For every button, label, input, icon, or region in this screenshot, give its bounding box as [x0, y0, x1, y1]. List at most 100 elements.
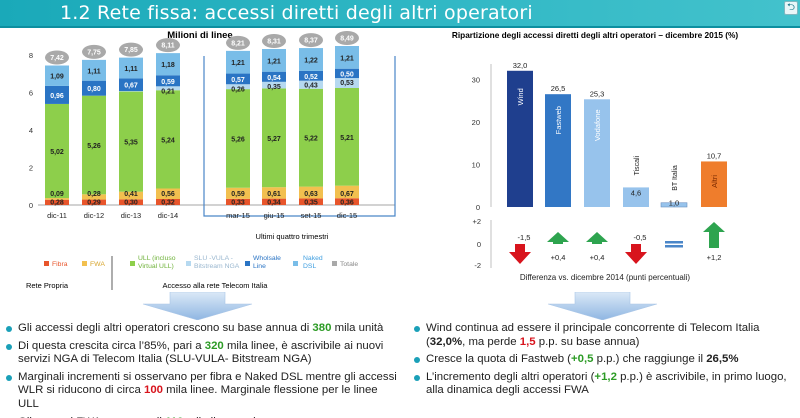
data-label: 0,80 [87, 86, 101, 93]
data-label: 0,36 [340, 200, 354, 207]
total-label: 8,11 [161, 43, 174, 50]
data-label: 5,22 [304, 136, 318, 143]
data-label: 1,11 [124, 66, 137, 73]
data-label: 0,30 [124, 200, 138, 207]
bar-segment-fibra [335, 198, 359, 205]
share-bar [701, 161, 727, 207]
bar-segment-ull [82, 95, 106, 195]
left-bullet-item: Gli accessi degli altri operatori cresco… [6, 322, 398, 336]
legend-swatch-wholesale [245, 261, 250, 266]
lines-stacked-chart: Milioni di linee 0 2 4 6 8 Ultimi quattro trim… [0, 28, 400, 298]
total-bubble [262, 34, 286, 48]
data-label: 0,54 [267, 75, 281, 82]
data-label: 0,52 [304, 74, 318, 81]
legend-label-fibra: Fibra [52, 261, 68, 268]
data-label: 0,56 [161, 191, 175, 198]
bar-segment-slu [299, 80, 323, 89]
data-label: 1,09 [50, 74, 64, 81]
delta-y-tick: 0 [477, 240, 481, 249]
data-label: 5,02 [50, 149, 64, 156]
data-label: 0,57 [231, 77, 245, 84]
y-tick-label: 0 [29, 201, 33, 210]
data-label: 0,28 [87, 191, 101, 198]
legend-group-accesso: Accesso alla rete Telecom Italia [163, 281, 269, 290]
return-arrow-icon[interactable]: ⮌ [784, 1, 798, 15]
data-label: 0,29 [87, 200, 101, 207]
left-bullet-item: Di questa crescita circa l’85%, pari a 3… [6, 340, 398, 367]
legend-label-naked: Naked DSL [303, 255, 323, 270]
page-title: 1.2 Rete fissa: accessi diretti degli al… [60, 2, 533, 24]
bar-segment-fwa [226, 187, 250, 199]
share-bar [660, 202, 688, 208]
total-label: 7,75 [87, 49, 101, 56]
legend-swatch-fwa [82, 261, 87, 266]
bullet-dot-icon [6, 326, 12, 332]
bar-segment-naked [119, 57, 143, 79]
data-label: 5,26 [87, 143, 101, 150]
bullet-text: L’incremento degli altri operatori ( [426, 370, 595, 383]
left-bullet-list: Gli accessi degli altri operatori cresco… [6, 322, 398, 418]
flat-bar-icon [665, 241, 683, 244]
value-label: 25,3 [590, 89, 605, 98]
legend-label-wholesale: Wholsale Line [253, 255, 281, 270]
data-label: 0,32 [161, 200, 175, 207]
total-bubble [335, 31, 359, 45]
bar-segment-slu [156, 86, 180, 91]
total-label: 8,31 [267, 39, 281, 46]
left-chart-title: Milioni di linee [167, 30, 232, 41]
legend-label-slu: SLU -VULA -Bitstream NGA [194, 255, 240, 270]
y-tick-label: 0 [476, 203, 480, 212]
bar-segment-fwa [299, 186, 323, 199]
bar-segment-slu [226, 84, 250, 90]
bar-segment-fibra [119, 199, 143, 205]
legend-label-fwa: FWA [90, 261, 105, 268]
down-arrow-icon [625, 244, 647, 264]
x-tick-label: dic-13 [121, 211, 141, 220]
y-tick-label: 10 [472, 160, 480, 169]
bar-segment-fibra [156, 199, 180, 205]
bullet-text: , ma perde [462, 335, 520, 348]
x-tick-label: mar-15 [226, 211, 250, 220]
bar-segment-fibra [226, 198, 250, 205]
bullet-text: mila linee, è ascrivibile ai nuovi servi… [18, 339, 384, 366]
flat-bar-icon [665, 245, 683, 248]
bar-segment-fibra [299, 198, 323, 205]
legend-swatch-slu [186, 261, 191, 266]
bullet-text: p.p. su base annua) [535, 335, 640, 348]
right-bullet-item: Wind continua ad essere il principale co… [414, 322, 796, 349]
total-label: 8,49 [340, 36, 354, 43]
bar-segment-wholesale [226, 73, 250, 85]
bar-segment-fwa [82, 194, 106, 200]
bar-segment-slu [119, 91, 143, 92]
total-bubble [82, 44, 106, 59]
quarter-bracket [203, 56, 396, 217]
down-arrow-icon [509, 244, 531, 264]
category-label: Wind [516, 88, 525, 105]
data-label: 0,35 [267, 84, 281, 91]
data-label: 0,35 [304, 200, 318, 207]
bullet-text: Gli accessi degli altri operatori cresco… [18, 322, 313, 334]
bar-segment-wholesale [262, 71, 286, 82]
bar-segment-fibra [82, 199, 106, 205]
bullet-text: 100 [143, 384, 163, 397]
data-label: 5,26 [231, 136, 245, 143]
data-label: 0,33 [231, 200, 245, 207]
bar-segment-ull [45, 103, 69, 199]
bar-segment-fwa [262, 187, 286, 199]
category-label: Vodafone [593, 109, 602, 141]
delta-y-tick: +2 [472, 217, 481, 226]
bullet-dot-icon [414, 374, 420, 381]
x-tick-label: dic-11 [47, 211, 67, 220]
y-tick-label: 20 [472, 118, 480, 127]
bar-segment-naked [335, 46, 359, 69]
bar-segment-naked [45, 65, 69, 86]
value-label: 10,7 [707, 151, 722, 160]
data-label: 1,11 [87, 68, 100, 75]
bullet-text: 26,5% [706, 353, 739, 366]
total-label: 7,42 [50, 55, 64, 62]
bar-segment-wholesale [45, 85, 69, 104]
x-tick-label: dic-12 [84, 211, 104, 220]
category-label: Altri [710, 175, 719, 188]
delta-label: -1,5 [518, 233, 531, 242]
bar-segment-ull [156, 90, 180, 189]
